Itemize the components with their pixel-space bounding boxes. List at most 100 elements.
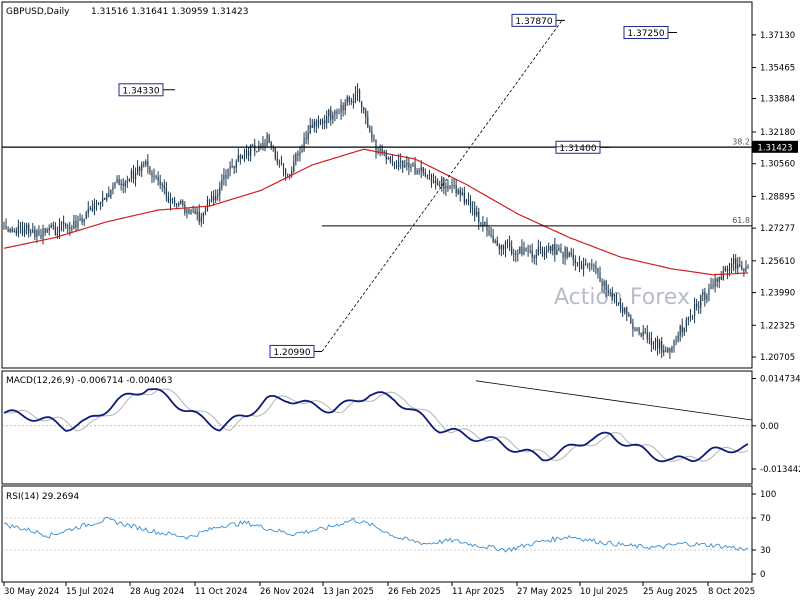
candle-body (38, 230, 40, 235)
price-axis-label: 1.33884 (760, 95, 795, 105)
macd-title: MACD(12,26,9) -0.006714 -0.004063 (6, 376, 172, 386)
macd-line (3, 388, 749, 463)
candle-body (636, 328, 638, 331)
candle-body (128, 178, 130, 181)
candle-body (385, 151, 387, 160)
candle-body (342, 105, 344, 111)
candle-body (693, 303, 696, 316)
candle-body (34, 229, 36, 237)
candle-body (537, 247, 539, 255)
candle-body (683, 327, 685, 333)
candle-body (58, 223, 61, 233)
candle-body (247, 151, 250, 156)
candle-body (268, 134, 270, 143)
candle-body (502, 244, 505, 250)
candle-body (638, 328, 640, 333)
candle-body (130, 170, 133, 179)
candle-body (367, 116, 369, 128)
macd-axis-label: 0.014734 (760, 374, 800, 384)
fib-level-label: 61.8 (732, 216, 750, 225)
candle-body (243, 155, 246, 157)
candle-body (426, 175, 428, 177)
candle-body (167, 196, 170, 203)
candle-body (529, 250, 531, 252)
candle-body (527, 250, 529, 252)
candle-body (685, 319, 687, 328)
candle-body (161, 184, 163, 186)
candle-body (400, 161, 402, 162)
candle-body (266, 134, 268, 146)
price-axis-label: 1.30560 (760, 160, 795, 170)
candle-body (126, 180, 128, 183)
candle-body (511, 246, 513, 254)
candle-body (720, 276, 722, 280)
candle-body (492, 236, 494, 243)
candle-body (578, 262, 581, 265)
candle-body (710, 284, 712, 289)
candle-body (210, 196, 213, 202)
candle-body (714, 278, 716, 287)
candle-body (260, 145, 262, 147)
candle-body (42, 228, 44, 239)
candle-body (231, 166, 233, 167)
candle-body (363, 107, 365, 111)
candle-body (19, 226, 22, 227)
candle-body (56, 232, 59, 236)
candle-body (496, 240, 498, 246)
price-label: 1.31400 (555, 140, 611, 154)
candle-body (75, 221, 77, 228)
candle-body (85, 212, 87, 220)
candle-body (192, 210, 194, 211)
candle-body (730, 263, 733, 268)
candle-body (278, 162, 281, 164)
candle-body (613, 294, 616, 297)
candle-body (153, 176, 155, 178)
price-label: 1.37870 (511, 13, 565, 27)
candle-body (654, 339, 657, 344)
candle-body (188, 209, 190, 214)
price-axis-label: 1.32180 (760, 128, 795, 138)
candle-body (274, 147, 276, 159)
candle-body (607, 290, 609, 293)
candle-body (303, 138, 305, 150)
candle-body (691, 315, 694, 317)
candle-body (373, 138, 375, 140)
candle-body (408, 162, 410, 168)
rsi-axis-label: 0 (760, 570, 765, 580)
candle-body (646, 332, 648, 339)
rsi-axis-label: 30 (760, 546, 771, 556)
candle-body (562, 252, 564, 258)
candle-body (116, 178, 118, 183)
candle-body (402, 161, 404, 168)
candle-body (104, 197, 106, 200)
candle-body (73, 221, 75, 229)
candle-body (469, 201, 472, 209)
candle-body (515, 253, 517, 255)
price-axis-label: 1.22325 (760, 321, 795, 331)
candle-body (184, 204, 186, 214)
candle-body (416, 170, 418, 174)
x-axis-label: 30 May 2024 (4, 587, 59, 597)
candle-body (548, 246, 550, 250)
candle-body (585, 264, 587, 266)
candle-body (217, 194, 219, 197)
candle-body (441, 177, 443, 187)
candle-body (743, 268, 745, 272)
candle-body (282, 164, 285, 169)
candle-body (609, 292, 611, 294)
candle-body (741, 265, 743, 269)
candle-body (552, 244, 554, 251)
candle-body (726, 267, 729, 272)
candle-body (564, 247, 566, 258)
candle-body (326, 116, 328, 124)
candle-body (344, 102, 346, 111)
candle-body (229, 166, 231, 169)
candle-body (163, 185, 165, 188)
candle-body (652, 343, 655, 345)
candle-body (155, 176, 157, 178)
x-axis-label: 8 Oct 2025 (708, 587, 755, 597)
candle-body (176, 204, 178, 206)
candle-body (482, 223, 484, 227)
candle-body (599, 272, 601, 282)
candle-body (541, 248, 544, 256)
